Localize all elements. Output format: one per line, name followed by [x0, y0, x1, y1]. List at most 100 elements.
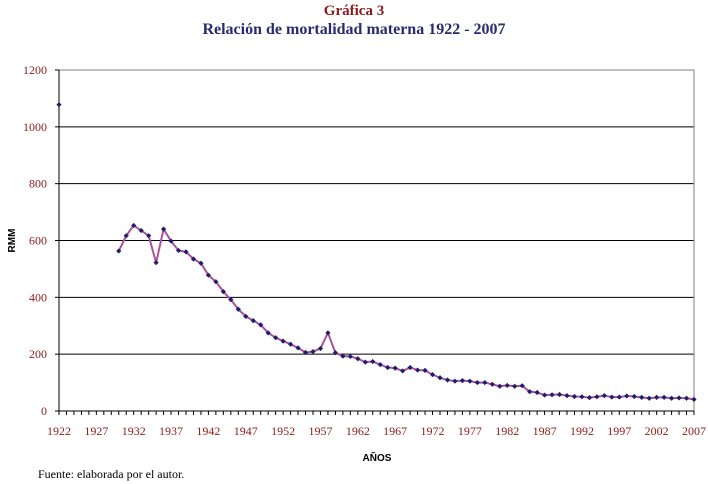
data-point	[654, 394, 660, 400]
x-tick-label: 1967	[383, 424, 407, 438]
x-tick-label: 1952	[271, 424, 295, 438]
data-point	[220, 289, 226, 295]
y-tick-label: 400	[29, 290, 47, 304]
data-point	[452, 378, 458, 384]
data-point	[347, 353, 353, 360]
data-point	[183, 249, 189, 255]
x-tick-label: 1962	[346, 424, 370, 438]
figure-number: Gráfica 3	[323, 3, 385, 19]
data-point	[601, 393, 607, 399]
data-point	[616, 394, 622, 400]
x-tick-label: 1922	[47, 424, 71, 438]
data-point	[482, 379, 488, 386]
data-point	[317, 345, 324, 352]
data-point	[609, 394, 615, 400]
data-point	[287, 341, 294, 347]
x-tick-label: 1992	[570, 424, 594, 438]
y-tick-label: 1200	[23, 63, 47, 77]
data-point	[302, 349, 309, 356]
data-point	[235, 306, 241, 312]
x-tick-label: 1927	[84, 424, 108, 438]
data-point	[691, 396, 697, 402]
data-point	[564, 393, 570, 399]
x-tick-label: 1982	[495, 424, 519, 438]
data-point	[474, 379, 480, 386]
y-tick-label: 1000	[23, 120, 47, 134]
data-point	[377, 362, 383, 368]
data-point	[579, 394, 585, 400]
data-point	[467, 378, 473, 384]
data-point	[639, 394, 645, 400]
x-tick-label: 2002	[645, 424, 669, 438]
data-point	[205, 272, 212, 278]
data-point	[444, 377, 451, 383]
data-point	[213, 279, 219, 285]
data-point	[190, 256, 197, 262]
data-point	[153, 260, 159, 266]
data-point	[407, 364, 413, 371]
data-point	[586, 395, 593, 401]
data-point	[131, 222, 137, 229]
data-point	[138, 227, 144, 234]
x-tick-label: 1932	[122, 424, 146, 438]
y-tick-label: 600	[29, 234, 47, 248]
data-point	[332, 350, 339, 356]
gridlines	[59, 69, 694, 355]
data-point	[556, 391, 563, 398]
data-point	[273, 335, 279, 341]
x-tick-label: 1977	[458, 424, 482, 438]
chart-title: Relación de mortalidad materna 1922 - 20…	[202, 21, 506, 38]
x-tick-label: 1997	[607, 424, 631, 438]
data-point	[160, 226, 167, 232]
data-point	[519, 383, 525, 389]
series-line	[117, 224, 695, 401]
data-point	[295, 345, 301, 351]
x-tick-label: 1957	[308, 424, 332, 438]
data-point	[661, 394, 667, 400]
data-point	[504, 382, 510, 389]
x-tick-label: 1937	[159, 424, 183, 438]
data-point	[422, 367, 428, 373]
x-tick-label: 1987	[533, 424, 557, 438]
data-point	[676, 395, 682, 401]
data-point	[571, 393, 578, 400]
data-point	[400, 368, 406, 374]
data-point	[228, 297, 234, 303]
data-point	[683, 395, 690, 401]
x-tick-label: 2007	[682, 424, 706, 438]
data-point	[624, 393, 630, 399]
data-point	[541, 392, 548, 398]
data-point	[549, 392, 555, 398]
data-point	[146, 233, 152, 239]
data-point	[250, 318, 256, 324]
data-point	[392, 365, 398, 371]
data-point	[198, 260, 204, 266]
data-point	[459, 377, 466, 384]
x-tick-label: 1942	[196, 424, 220, 438]
data-point	[280, 338, 286, 344]
axes	[55, 69, 695, 415]
y-tick-label: 0	[41, 404, 47, 418]
data-point	[243, 313, 249, 319]
tick-labels: 0 200 400 600 800 1000 1200 1922 1927 1932 1937 194…	[23, 63, 706, 438]
data-point	[497, 383, 503, 389]
data-point	[265, 330, 271, 336]
data-point	[527, 389, 533, 395]
data-point	[489, 381, 495, 387]
data-point	[512, 383, 518, 389]
y-tick-label: 200	[29, 347, 47, 361]
source-note: Fuente: elaborada por el autor.	[38, 467, 185, 481]
data-point	[56, 102, 62, 108]
data-point	[385, 364, 391, 371]
data-point	[370, 358, 376, 365]
x-axis-label: AÑOS	[363, 451, 392, 464]
x-tick-label: 1972	[421, 424, 445, 438]
y-tick-label: 800	[29, 177, 47, 191]
data-point	[116, 248, 122, 254]
data-point	[668, 395, 675, 401]
data-point	[594, 394, 600, 400]
data-point	[414, 367, 421, 373]
y-axis-label: RMM	[7, 229, 18, 253]
data-point	[310, 349, 316, 355]
data-point	[123, 233, 129, 239]
